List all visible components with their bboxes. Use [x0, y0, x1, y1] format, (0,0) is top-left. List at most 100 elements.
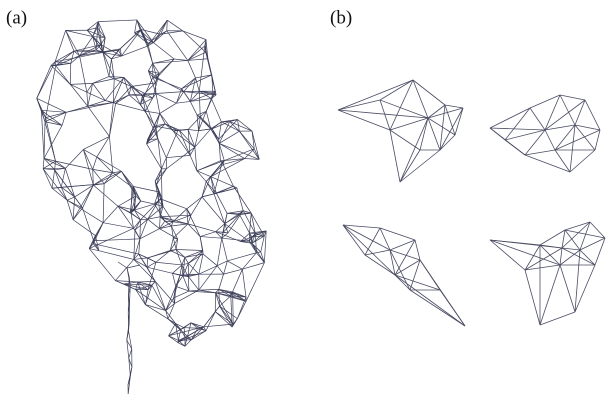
- edge: [390, 118, 428, 130]
- panel-label: (a): [6, 7, 27, 28]
- edge: [525, 248, 562, 270]
- edge: [190, 147, 195, 155]
- edge: [70, 84, 87, 92]
- edge: [380, 100, 428, 118]
- edge: [103, 223, 133, 229]
- edge: [338, 110, 390, 130]
- edge: [560, 95, 585, 100]
- edge: [200, 232, 216, 237]
- edge: [166, 155, 190, 157]
- edge: [227, 253, 256, 261]
- edge: [179, 130, 195, 147]
- edge: [220, 306, 233, 327]
- edge: [252, 131, 259, 159]
- edge: [103, 184, 104, 223]
- edge: [167, 20, 183, 31]
- edge: [173, 224, 188, 238]
- edge: [157, 78, 184, 92]
- edge: [121, 171, 133, 186]
- edge: [428, 118, 455, 135]
- edge: [161, 158, 166, 169]
- figure: (a) (b): [0, 0, 611, 409]
- edge: [65, 168, 74, 197]
- edge: [525, 270, 540, 325]
- edge: [87, 92, 88, 106]
- edge: [216, 193, 227, 213]
- edge: [160, 103, 177, 113]
- edge: [136, 290, 166, 311]
- edge: [138, 282, 146, 305]
- edge: [161, 169, 162, 198]
- edge: [134, 186, 159, 191]
- edge: [390, 130, 420, 150]
- edge: [148, 63, 152, 70]
- edge: [105, 101, 113, 103]
- edge: [455, 108, 463, 135]
- edge: [188, 46, 205, 61]
- edge: [188, 250, 202, 263]
- edge: [124, 282, 138, 284]
- edge: [166, 147, 195, 169]
- edge: [224, 269, 243, 274]
- edge: [153, 31, 166, 43]
- edge: [199, 289, 219, 290]
- edge: [395, 275, 465, 326]
- edge: [147, 258, 148, 267]
- edge: [230, 122, 252, 131]
- edge: [109, 136, 112, 172]
- edge: [156, 251, 170, 263]
- edge: [62, 112, 66, 125]
- edge: [148, 44, 153, 64]
- edge: [525, 265, 560, 270]
- edge: [490, 128, 545, 130]
- edge: [555, 130, 600, 150]
- edge: [206, 312, 215, 331]
- edge: [191, 197, 202, 215]
- edge: [428, 105, 445, 118]
- edge: [233, 186, 251, 213]
- edge: [176, 101, 190, 103]
- edge: [227, 261, 242, 269]
- edge: [445, 105, 463, 108]
- network-a: [37, 20, 266, 394]
- edge: [89, 249, 115, 281]
- edge: [338, 110, 428, 118]
- edge: [88, 103, 113, 107]
- edge: [440, 108, 463, 150]
- edge: [217, 238, 222, 266]
- edge: [183, 31, 206, 40]
- edge: [390, 240, 415, 250]
- edge: [242, 263, 264, 270]
- edge: [83, 208, 94, 241]
- edge: [160, 199, 186, 209]
- edge: [525, 245, 540, 270]
- edge: [118, 262, 127, 268]
- edge: [73, 220, 95, 236]
- edge: [261, 236, 265, 252]
- edge: [188, 250, 202, 276]
- edge: [93, 244, 138, 254]
- edge: [187, 209, 200, 237]
- edge: [152, 285, 166, 310]
- edge: [156, 92, 184, 94]
- edge: [178, 329, 180, 340]
- edge: [153, 43, 174, 59]
- edge: [176, 249, 203, 250]
- edge: [428, 108, 463, 118]
- edge: [197, 115, 198, 131]
- edge: [88, 106, 110, 136]
- edge: [196, 75, 212, 78]
- edge: [66, 30, 93, 36]
- edge: [196, 78, 200, 91]
- edge: [560, 95, 575, 125]
- edge: [250, 233, 256, 234]
- edge: [67, 197, 75, 200]
- edge: [136, 282, 138, 290]
- edge: [93, 173, 112, 185]
- edge: [131, 83, 155, 87]
- edge: [134, 258, 148, 260]
- edge: [202, 197, 225, 224]
- edge: [188, 60, 196, 78]
- edge: [119, 30, 142, 51]
- edge: [156, 262, 182, 265]
